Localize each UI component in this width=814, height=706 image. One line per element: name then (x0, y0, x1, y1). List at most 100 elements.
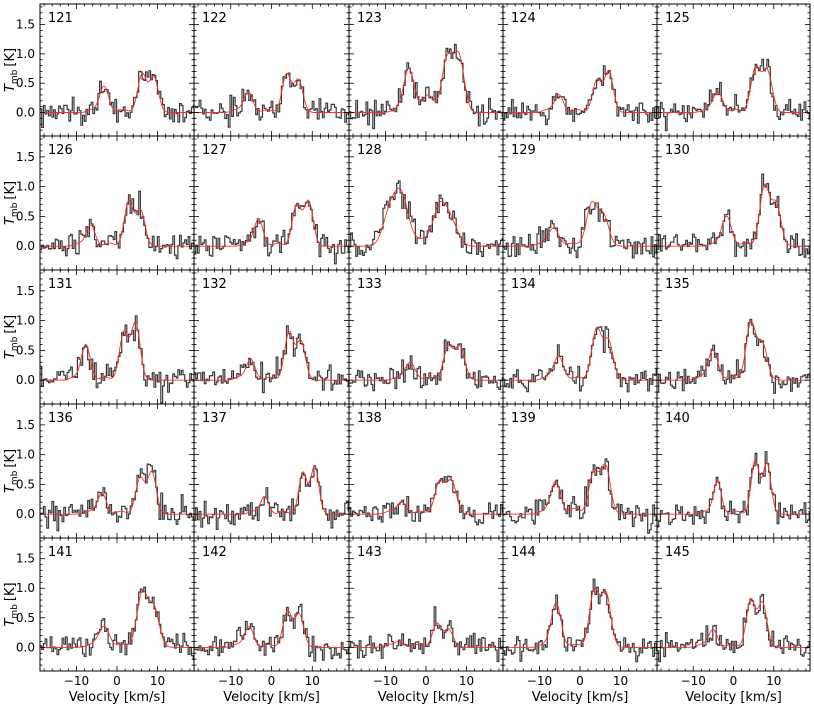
x-tick-label: 10 (305, 674, 320, 688)
panel-label: 132 (202, 277, 227, 292)
panel-plot-area (194, 72, 349, 128)
y-axis-title-main: T (3, 83, 18, 92)
panel-label: 138 (357, 411, 382, 426)
panel-label: 131 (48, 277, 73, 292)
panel-plot-area (349, 180, 503, 258)
y-tick-label: 1.5 (16, 418, 35, 432)
fit-line (40, 321, 194, 381)
y-axis-title: Tmb [K] (3, 449, 20, 493)
panel-label: 139 (511, 411, 536, 426)
y-axis-title: Tmb [K] (3, 582, 20, 626)
spectrum-panel-129: 129 (502, 135, 658, 271)
y-tick-label: 1.5 (16, 284, 35, 298)
panel-ticks (657, 538, 810, 671)
panel-plot-area (657, 173, 810, 258)
panel-plot-area (40, 190, 194, 260)
x-tick-label: 0 (730, 674, 738, 688)
x-tick-label: 0 (576, 674, 584, 688)
y-tick-label: 1.0 (16, 448, 35, 462)
observed-spectrum-line (194, 325, 349, 394)
spectrum-panel-133: 133 (348, 269, 504, 405)
panel-label: 129 (511, 143, 536, 158)
x-tick-label: −10 (218, 674, 243, 688)
panel-label: 130 (665, 143, 690, 158)
x-axis-title: Velocity [km/s] (69, 690, 166, 705)
observed-spectrum-line (194, 465, 349, 530)
y-tick-label: 0.0 (16, 507, 35, 521)
y-tick-label: 0.0 (16, 106, 35, 120)
x-axis-title: Velocity [km/s] (378, 690, 475, 705)
y-axis-title-sub: mb (10, 470, 20, 485)
observed-spectrum-line (194, 72, 349, 128)
spectrum-panel-141: 141 (39, 537, 195, 672)
panel-label: 128 (357, 143, 382, 158)
y-axis-title-unit: [K] (3, 582, 18, 601)
panel-label: 144 (511, 545, 536, 560)
panel-plot-area (349, 43, 503, 130)
panel-plot-area (194, 199, 349, 265)
panel-ticks (349, 270, 503, 404)
x-tick-label: −10 (681, 674, 706, 688)
y-axis-title-unit: [K] (3, 315, 18, 334)
fit-line (194, 330, 349, 381)
panel-label: 140 (665, 411, 690, 426)
fit-line (40, 589, 194, 648)
fit-line (503, 587, 657, 648)
observed-spectrum-line (503, 65, 657, 126)
panel-plot-area (657, 593, 810, 663)
fit-line (349, 622, 503, 648)
x-tick-label: −10 (527, 674, 552, 688)
panel-ticks (503, 270, 657, 404)
observed-spectrum-line (40, 315, 194, 404)
y-tick-label: 0.0 (16, 239, 35, 253)
y-axis-title: Tmb [K] (3, 181, 20, 225)
y-axis-title-unit: [K] (3, 181, 18, 200)
panel-plot-area (657, 318, 810, 396)
spectrum-panel-134: 134 (502, 269, 658, 405)
spectrum-panel-145: 145 (656, 537, 811, 672)
observed-spectrum-line (40, 190, 194, 260)
panel-plot-area (349, 475, 503, 526)
y-axis-labels: 0.0 0.5 1.0 1.5 Tmb [K] 0.0 0.5 1.0 1.5 Tmb [K] 0.0 0… (3, 18, 35, 655)
panel-label: 122 (202, 11, 227, 26)
y-axis-title-sub: mb (10, 69, 20, 84)
y-axis-title-unit: [K] (3, 449, 18, 468)
spectrum-panel-142: 142 (193, 537, 350, 672)
y-axis-title-main: T (3, 618, 18, 627)
spectrum-panel-125: 125 (656, 3, 811, 137)
spectrum-panel-124: 124 (502, 3, 658, 137)
fit-line (349, 187, 503, 247)
panels-layer: 121 122 123 124 125 126 127 128 129 130 131 132 133 1… (39, 3, 811, 672)
spectrum-panel-132: 132 (193, 269, 350, 405)
spectrum-panel-122: 122 (193, 3, 350, 137)
y-tick-label: 0.5 (16, 477, 35, 491)
panel-plot-area (194, 325, 349, 394)
y-axis-title-sub: mb (10, 202, 20, 217)
y-axis-title-main: T (3, 484, 18, 493)
x-axis-title: Velocity [km/s] (223, 690, 320, 705)
y-axis-title-sub: mb (10, 336, 20, 351)
observed-spectrum-line (657, 58, 810, 132)
y-tick-label: 0.0 (16, 373, 35, 387)
spectrum-panel-144: 144 (502, 537, 658, 672)
observed-spectrum-line (194, 603, 349, 662)
fit-line (40, 199, 194, 247)
fit-line (194, 610, 349, 648)
panel-plot-area (40, 315, 194, 404)
observed-spectrum-line (349, 606, 503, 663)
x-tick-label: 0 (268, 674, 276, 688)
panel-plot-area (503, 458, 657, 534)
observed-spectrum-line (503, 202, 657, 259)
panel-label: 135 (665, 277, 690, 292)
observed-spectrum-line (657, 593, 810, 663)
panel-label: 145 (665, 545, 690, 560)
panel-plot-area (349, 606, 503, 663)
spectrum-panel-135: 135 (656, 269, 811, 405)
observed-spectrum-line (503, 326, 657, 393)
fit-line (349, 344, 503, 381)
panel-label: 127 (202, 143, 227, 158)
fit-line (657, 65, 810, 113)
panel-plot-area (503, 201, 657, 259)
y-axis-title-main: T (3, 350, 18, 359)
observed-spectrum-line (349, 339, 503, 392)
